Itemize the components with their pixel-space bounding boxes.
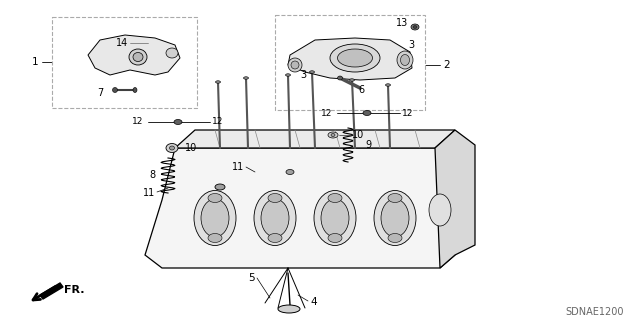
Text: 4: 4 [310, 297, 317, 307]
Ellipse shape [170, 146, 175, 150]
Ellipse shape [261, 199, 289, 237]
Ellipse shape [113, 87, 118, 93]
Ellipse shape [133, 87, 137, 93]
Text: 12: 12 [402, 108, 413, 117]
Ellipse shape [288, 58, 302, 72]
Ellipse shape [194, 190, 236, 246]
Ellipse shape [374, 190, 416, 246]
Ellipse shape [314, 190, 356, 246]
Ellipse shape [129, 49, 147, 65]
Ellipse shape [243, 77, 248, 79]
Ellipse shape [337, 49, 372, 67]
Polygon shape [52, 17, 197, 108]
Ellipse shape [429, 194, 451, 226]
Ellipse shape [388, 194, 402, 203]
Text: 9: 9 [365, 140, 371, 150]
Text: 12: 12 [321, 108, 332, 117]
Text: 11: 11 [232, 162, 244, 172]
Polygon shape [175, 130, 455, 148]
Ellipse shape [413, 26, 417, 28]
Text: 14: 14 [116, 38, 128, 48]
Ellipse shape [268, 234, 282, 242]
Text: 11: 11 [143, 188, 155, 198]
Ellipse shape [401, 55, 410, 65]
Text: 2: 2 [443, 60, 450, 70]
Text: SDNAE1200: SDNAE1200 [565, 307, 623, 317]
Ellipse shape [328, 132, 338, 138]
Ellipse shape [285, 74, 291, 76]
Ellipse shape [201, 199, 229, 237]
Ellipse shape [388, 234, 402, 242]
Ellipse shape [337, 76, 342, 80]
Ellipse shape [278, 305, 300, 313]
Ellipse shape [397, 51, 413, 69]
Ellipse shape [286, 169, 294, 174]
Text: 3: 3 [300, 70, 306, 80]
Ellipse shape [215, 184, 225, 190]
Ellipse shape [268, 194, 282, 203]
Ellipse shape [328, 234, 342, 242]
Text: 7: 7 [97, 88, 103, 98]
Text: 12: 12 [212, 117, 223, 127]
Text: 13: 13 [396, 18, 408, 28]
Text: 6: 6 [358, 85, 364, 95]
Ellipse shape [411, 24, 419, 30]
Ellipse shape [321, 199, 349, 237]
Text: 5: 5 [248, 273, 255, 283]
Ellipse shape [331, 133, 335, 137]
Polygon shape [435, 130, 475, 268]
Polygon shape [88, 35, 180, 75]
Text: 12: 12 [132, 117, 143, 127]
Ellipse shape [133, 53, 143, 62]
Ellipse shape [349, 79, 355, 81]
Polygon shape [275, 15, 425, 110]
Polygon shape [40, 283, 63, 299]
Ellipse shape [291, 61, 299, 69]
Ellipse shape [330, 44, 380, 72]
Ellipse shape [381, 199, 409, 237]
Text: FR.: FR. [64, 285, 84, 295]
Text: 10: 10 [185, 143, 197, 153]
Ellipse shape [208, 194, 222, 203]
Ellipse shape [166, 48, 178, 58]
Text: 3: 3 [408, 40, 414, 50]
Ellipse shape [328, 194, 342, 203]
Polygon shape [145, 148, 455, 268]
Ellipse shape [254, 190, 296, 246]
Ellipse shape [174, 120, 182, 124]
Ellipse shape [363, 110, 371, 115]
Ellipse shape [166, 144, 178, 152]
Polygon shape [288, 38, 412, 80]
Ellipse shape [216, 81, 221, 83]
Text: 1: 1 [31, 57, 38, 67]
Text: 10: 10 [352, 130, 364, 140]
Ellipse shape [385, 84, 390, 86]
Text: 8: 8 [149, 170, 155, 180]
Ellipse shape [310, 71, 314, 73]
Ellipse shape [208, 234, 222, 242]
